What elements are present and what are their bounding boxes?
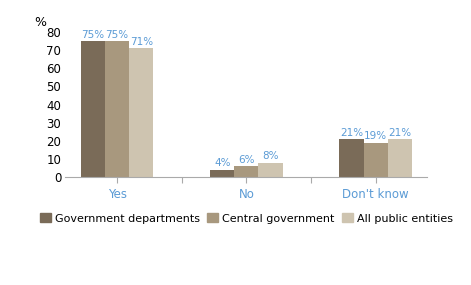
Bar <box>388 139 412 177</box>
Bar <box>210 170 234 177</box>
Bar <box>105 41 129 177</box>
Bar <box>259 163 283 177</box>
Text: 19%: 19% <box>364 131 387 141</box>
Y-axis label: %: % <box>34 16 46 29</box>
Text: 6%: 6% <box>238 155 255 165</box>
Bar <box>340 139 364 177</box>
Text: 21%: 21% <box>388 128 411 138</box>
Bar <box>81 41 105 177</box>
Text: 21%: 21% <box>340 128 363 138</box>
Text: 75%: 75% <box>81 30 105 40</box>
Text: 4%: 4% <box>214 158 230 168</box>
Text: 75%: 75% <box>106 30 129 40</box>
Bar <box>129 48 153 177</box>
Bar <box>234 166 259 177</box>
Bar <box>364 143 388 177</box>
Legend: Government departments, Central government, All public entities: Government departments, Central governme… <box>35 209 457 228</box>
Text: 71%: 71% <box>130 37 153 47</box>
Text: 8%: 8% <box>262 151 279 161</box>
